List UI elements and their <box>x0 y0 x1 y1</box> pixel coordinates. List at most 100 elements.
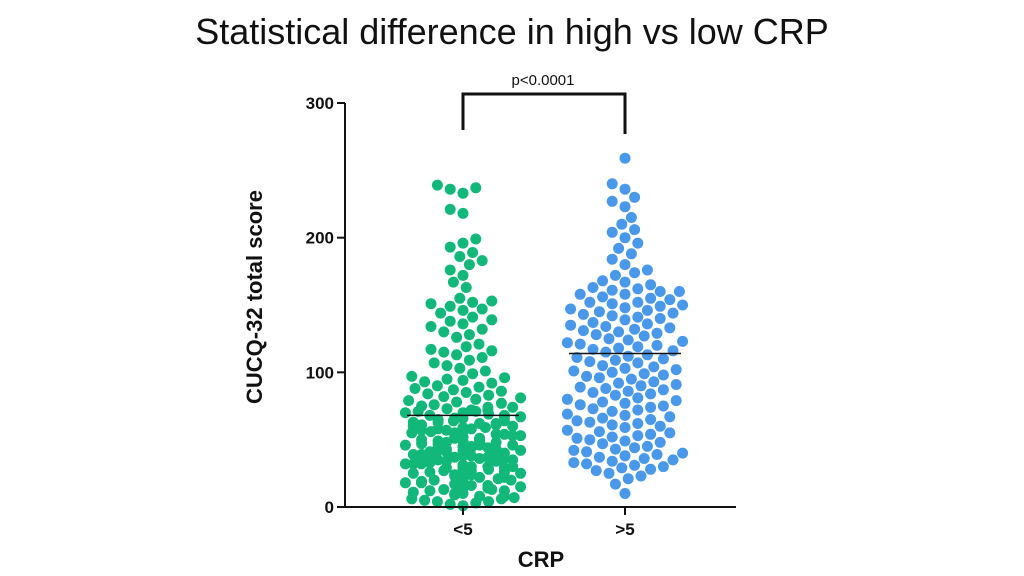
low-crp-point <box>474 453 486 464</box>
high-crp-point <box>619 302 631 314</box>
high-crp-point <box>638 453 650 464</box>
low-crp-point <box>409 383 421 394</box>
low-crp-point <box>444 203 456 215</box>
high-crp-point <box>587 282 599 293</box>
y-tick-label: 0 <box>325 498 334 517</box>
low-crp-point <box>441 373 453 385</box>
high-crp-point <box>645 414 657 425</box>
high-crp-point <box>603 467 615 479</box>
high-crp-point <box>670 395 682 407</box>
low-crp-point <box>515 411 527 423</box>
high-crp-point <box>577 325 589 337</box>
high-crp-point <box>651 327 663 339</box>
low-crp-point <box>407 416 419 428</box>
low-crp-point <box>470 393 482 405</box>
low-crp-point <box>474 418 486 429</box>
high-crp-point <box>677 447 689 459</box>
low-crp-point <box>483 389 495 401</box>
low-crp-point <box>490 436 502 448</box>
high-crp-point <box>619 397 631 409</box>
high-crp-point <box>606 405 618 417</box>
high-crp-point <box>597 291 609 303</box>
high-crp-point <box>667 345 679 357</box>
high-crp-point <box>597 360 609 372</box>
low-crp-point <box>425 298 437 310</box>
low-crp-point <box>399 407 411 419</box>
low-crp-point <box>454 362 466 374</box>
y-axis-label: CUCQ-32 total score <box>242 190 267 404</box>
high-crp-point <box>657 461 669 473</box>
low-crp-point <box>428 399 440 411</box>
high-crp-point <box>632 296 644 308</box>
high-crp-point <box>632 392 644 404</box>
high-crp-point <box>584 296 596 308</box>
low-crp-point <box>447 384 459 396</box>
low-crp-point <box>490 428 502 440</box>
high-crp-point <box>677 335 689 347</box>
high-crp-point <box>664 294 676 306</box>
high-crp-point <box>616 462 628 474</box>
high-crp-point <box>619 362 631 374</box>
low-crp-point <box>424 466 436 478</box>
high-crp-point <box>597 412 609 424</box>
low-crp-point <box>486 345 498 357</box>
low-crp-point <box>440 455 452 467</box>
high-crp-point <box>664 427 676 439</box>
high-crp-point <box>641 349 653 361</box>
low-crp-point <box>403 395 415 407</box>
high-crp-point <box>670 379 682 390</box>
x-axis-label: CRP <box>518 547 564 572</box>
high-crp-point <box>590 465 602 477</box>
high-crp-point <box>619 201 631 213</box>
low-crp-point <box>479 365 491 377</box>
high-crp-point <box>600 383 612 394</box>
low-crp-point <box>457 187 469 199</box>
high-crp-point <box>632 311 644 323</box>
high-crp-point <box>654 313 666 324</box>
low-crp-point <box>507 401 519 413</box>
low-crp-point <box>463 329 475 341</box>
low-crp-point <box>416 400 428 412</box>
low-crp-point <box>470 182 482 194</box>
low-crp-point <box>474 432 486 444</box>
low-crp-point <box>457 269 469 281</box>
high-crp-point <box>622 385 634 397</box>
high-crp-point <box>606 195 618 207</box>
high-crp-point <box>651 449 663 460</box>
low-crp-point <box>447 276 459 288</box>
high-crp-point <box>654 420 666 432</box>
low-crp-point <box>465 404 477 416</box>
high-crp-point <box>603 333 615 345</box>
low-crp-point <box>449 488 461 499</box>
low-crp-point <box>444 241 456 253</box>
low-crp-point <box>495 385 507 397</box>
low-crp-point <box>482 461 494 473</box>
high-crp-point <box>619 183 631 195</box>
low-crp-point <box>474 471 486 483</box>
low-crp-point <box>431 179 443 191</box>
low-crp-point <box>465 423 477 435</box>
high-crp-point <box>606 419 618 431</box>
low-crp-point <box>486 295 498 307</box>
high-crp-point <box>664 322 676 334</box>
low-crp-point <box>508 492 520 504</box>
high-crp-point <box>597 438 609 450</box>
high-crp-point <box>625 373 637 385</box>
high-crp-point <box>609 389 621 401</box>
high-crp-point <box>632 430 644 442</box>
low-crp-point <box>457 304 469 316</box>
high-crp-point <box>654 436 666 448</box>
low-crp-point <box>416 419 428 431</box>
low-crp-point <box>465 461 477 473</box>
low-crp-point <box>416 434 428 446</box>
low-crp-point <box>431 496 443 508</box>
low-crp-point <box>457 459 469 471</box>
low-crp-point <box>483 496 495 508</box>
low-crp-point <box>486 377 498 389</box>
low-crp-point <box>473 381 485 393</box>
high-crp-point <box>613 342 625 354</box>
high-crp-point <box>561 393 573 405</box>
high-crp-point <box>635 470 647 482</box>
low-crp-point <box>432 454 444 466</box>
